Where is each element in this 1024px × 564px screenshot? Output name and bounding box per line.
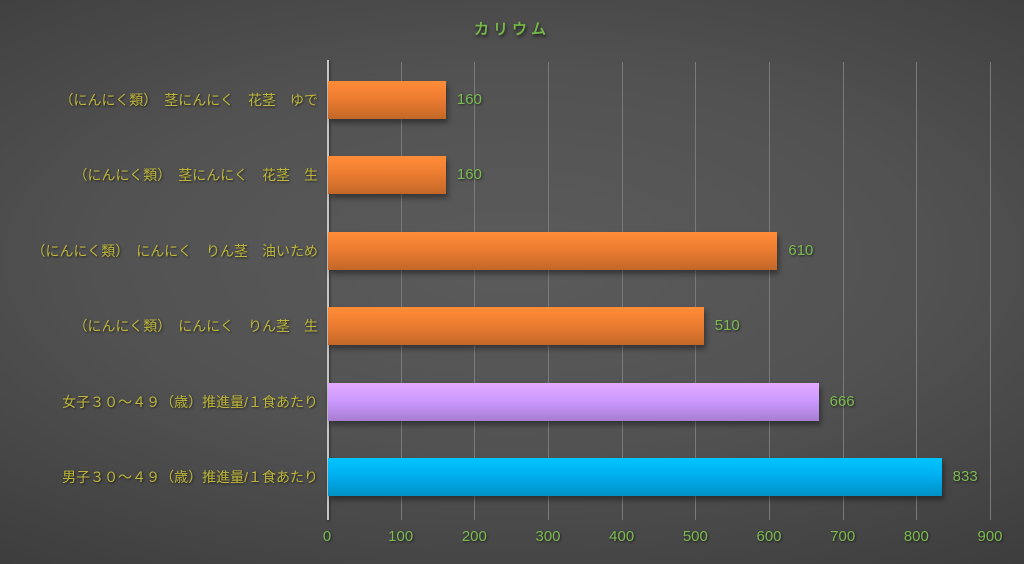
- gridline: [621, 62, 623, 520]
- x-tick-label: 100: [388, 528, 414, 545]
- gridline: [548, 62, 549, 520]
- category-label: （にんにく類） 茎にんにく 花茎 生: [73, 167, 318, 184]
- value-label: 610: [788, 241, 814, 259]
- plot-area: 160 160 610 510 666 833: [327, 60, 991, 520]
- bar[interactable]: [328, 307, 704, 346]
- x-tick-label: 900: [977, 528, 1003, 545]
- x-tick-label: 500: [682, 528, 708, 545]
- category-label: （にんにく類） 茎にんにく 花茎 ゆで: [59, 91, 318, 108]
- gridline: [916, 62, 918, 520]
- x-tick-label: 600: [756, 528, 782, 545]
- y-axis-line: [327, 60, 329, 520]
- chart-title: カリウム: [473, 21, 550, 38]
- category-label: 男子３０～４９（歳）推進量/１食あたり: [62, 469, 318, 486]
- category-axis: （にんにく類） 茎にんにく 花茎 ゆで （にんにく類） 茎にんにく 花茎 生 （にん…: [0, 62, 318, 515]
- x-tick-label: 800: [903, 528, 929, 545]
- category-label: 女子３０～４９（歳）推進量/１食あたり: [62, 393, 318, 410]
- category-label: （にんにく類） にんにく りん茎 生: [73, 318, 318, 335]
- gridline: [695, 62, 697, 520]
- x-tick-label: 400: [609, 528, 635, 545]
- bar[interactable]: [328, 156, 446, 195]
- category-label: （にんにく類） にんにく りん茎 油いため: [31, 242, 318, 259]
- gridline: [474, 62, 476, 520]
- bar[interactable]: [328, 458, 942, 497]
- x-tick-label: 700: [830, 528, 856, 545]
- bar[interactable]: [328, 231, 778, 270]
- bar[interactable]: [328, 80, 446, 119]
- value-label: 160: [456, 90, 482, 108]
- value-label: 510: [714, 317, 740, 335]
- gridline: [400, 62, 402, 520]
- value-label: 160: [456, 166, 482, 184]
- value-axis: 0 100 200 300 400 500 600 700 800 900: [0, 528, 1024, 552]
- value-label: 666: [829, 392, 855, 410]
- gridline: [842, 62, 844, 520]
- bar[interactable]: [328, 382, 819, 421]
- gridline: [990, 62, 991, 520]
- x-tick-label: 0: [322, 528, 332, 545]
- value-label: 833: [952, 468, 978, 486]
- gridline: [769, 62, 770, 520]
- x-tick-label: 300: [535, 528, 561, 545]
- x-tick-label: 200: [461, 528, 487, 545]
